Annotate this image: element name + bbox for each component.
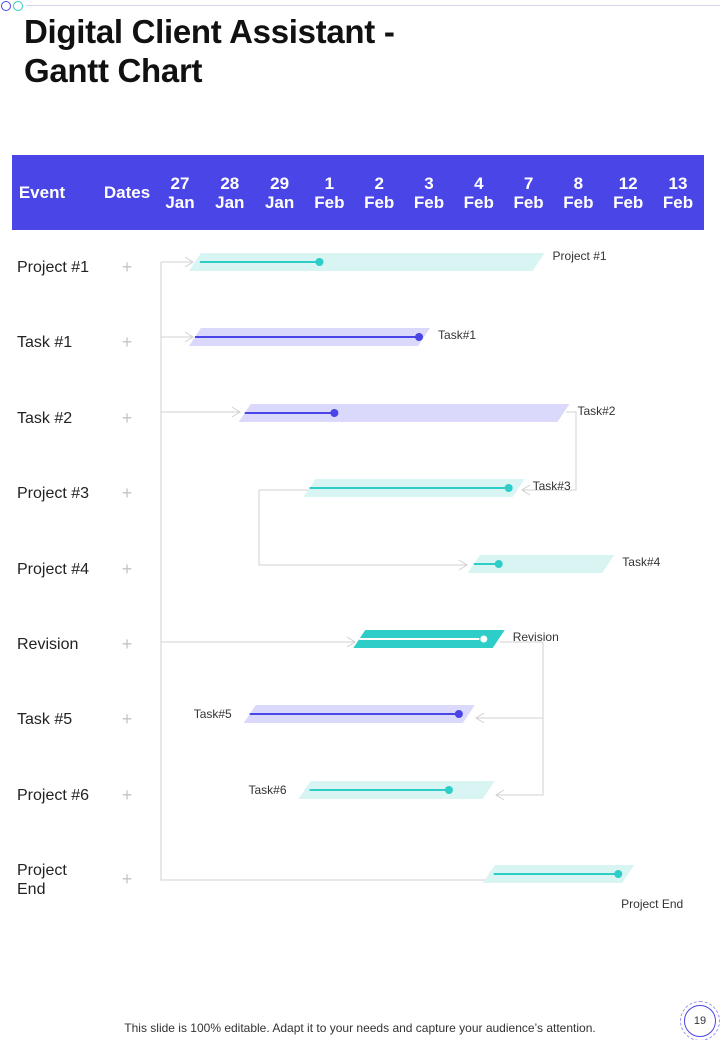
progress-dot	[504, 484, 513, 492]
gantt-header: Event Dates 27 Jan 28 Jan 29 Jan 1 Feb 2 Feb 3 Feb 4…	[12, 155, 704, 230]
plus-icon: +	[121, 709, 133, 729]
progress-dot	[315, 258, 324, 266]
bar-label: Revision	[513, 630, 559, 644]
progress-dot	[330, 409, 339, 417]
connector-task3-task4	[258, 489, 467, 566]
header-date: 4 Feb	[454, 155, 504, 230]
connector-trunk	[160, 262, 492, 881]
plus-icon: +	[121, 332, 133, 352]
gantt-bar	[467, 555, 615, 573]
bar-label: Task#2	[577, 404, 615, 418]
progress-dot	[444, 786, 453, 794]
header-date-month: Feb	[662, 192, 694, 212]
row-event-label: Project #6	[17, 787, 90, 804]
bar-label: Task#6	[248, 783, 286, 797]
header-date-day: 8	[573, 173, 584, 193]
row-event-label: Task #2	[17, 410, 73, 427]
row-event-label: Revision	[17, 636, 79, 653]
header-date-month: Feb	[413, 192, 445, 212]
header-date-day: 12	[618, 173, 638, 193]
top-rule	[26, 5, 720, 6]
header-date-day: 29	[270, 173, 290, 193]
header-date-month: Jan	[215, 192, 245, 212]
header-date-day: 1	[324, 173, 335, 193]
header-date-day: 27	[170, 173, 190, 193]
connector-arrow	[184, 331, 194, 343]
plus-icon: +	[121, 634, 133, 654]
header-date-month: Jan	[264, 192, 295, 212]
bar-label: Task#1	[438, 328, 476, 342]
bar-label: Task#3	[533, 479, 571, 493]
bar-label: Project #1	[553, 249, 607, 263]
header-date: 1 Feb	[304, 155, 354, 230]
row-event-label: Project #3	[17, 485, 90, 502]
header-event-label: Event	[18, 183, 66, 202]
header-date: 13 Feb	[653, 155, 703, 230]
header-date-day: 13	[668, 173, 688, 193]
plus-icon: +	[121, 559, 133, 579]
progress-dot	[454, 710, 463, 718]
circle-icon	[1, 1, 11, 11]
progress-dot	[479, 634, 489, 644]
header-dates-label: Dates	[103, 183, 151, 202]
plus-icon: +	[121, 869, 133, 889]
header-date-day: 2	[374, 173, 384, 193]
header-date-month: Jan	[165, 192, 195, 212]
page-title: Digital Client Assistant - Gantt Chart	[24, 13, 395, 89]
connector-arrow	[495, 789, 505, 801]
connector-arrow	[521, 484, 531, 496]
plus-icon: +	[121, 257, 133, 277]
row-event-label: Project End	[17, 862, 67, 898]
progress-dot	[415, 333, 424, 341]
connector-arrow	[231, 406, 241, 418]
header-date-month: Feb	[563, 192, 594, 212]
header-date-month: Feb	[314, 192, 345, 212]
header-date-month: Feb	[613, 192, 644, 212]
gantt-bar	[188, 253, 545, 271]
header-date: 29 Jan	[255, 155, 305, 230]
plus-icon: +	[121, 408, 133, 428]
plus-icon: +	[121, 483, 133, 503]
plus-icon: +	[121, 785, 133, 805]
connector-arrow	[184, 256, 194, 268]
connector-arrow	[475, 712, 485, 724]
footer-note: This slide is 100% editable. Adapt it to…	[124, 1021, 596, 1035]
page-number: 19	[684, 1005, 716, 1037]
header-date-month: Feb	[364, 192, 395, 212]
bar-label: Task#4	[622, 555, 660, 569]
circle-icon	[13, 1, 23, 11]
header-date: 2 Feb	[354, 155, 404, 230]
gantt-bar	[238, 404, 570, 422]
row-event-label: Project #1	[17, 259, 90, 276]
progress-dot	[614, 870, 623, 878]
row-event-label: Task #5	[17, 711, 73, 728]
header-date: 27 Jan	[155, 155, 205, 230]
connector-arrow	[346, 636, 356, 648]
header-date-month: Feb	[463, 192, 494, 212]
header-date: 12 Feb	[603, 155, 653, 230]
progress-dot	[494, 560, 503, 568]
bar-label: Project End	[621, 897, 683, 911]
header-date: 8 Feb	[553, 155, 603, 230]
header-date-month: Feb	[513, 192, 544, 212]
connector-task2-task3	[522, 411, 577, 491]
row-event-label: Task #1	[17, 334, 73, 351]
header-date-day: 28	[220, 173, 240, 193]
bar-label: Task#5	[194, 707, 232, 721]
header-background	[12, 155, 704, 230]
header-date-day: 7	[523, 173, 534, 193]
header-date-day: 4	[474, 173, 484, 193]
header-date: 28 Jan	[205, 155, 255, 230]
connector-arrow	[458, 559, 468, 571]
header-date-day: 3	[424, 173, 434, 193]
row-event-label: Project #4	[17, 561, 90, 578]
header-date: 3 Feb	[404, 155, 454, 230]
header-date: 7 Feb	[504, 155, 554, 230]
